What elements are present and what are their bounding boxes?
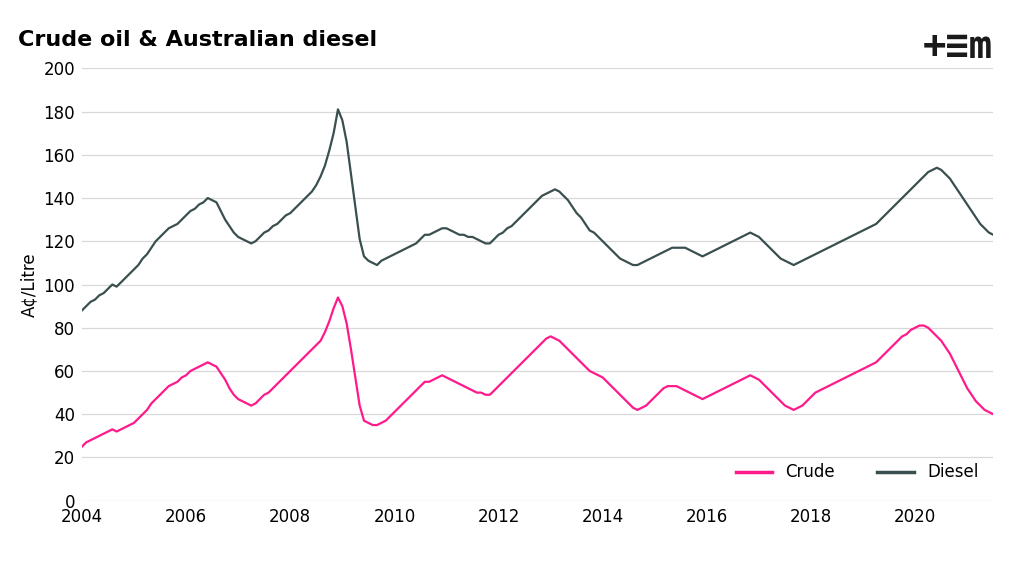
Legend: Crude, Diesel: Crude, Diesel [729,457,985,488]
Text: +≡m: +≡m [924,28,993,67]
Text: Crude oil & Australian diesel: Crude oil & Australian diesel [18,30,377,50]
Y-axis label: A¢/Litre: A¢/Litre [19,252,38,317]
